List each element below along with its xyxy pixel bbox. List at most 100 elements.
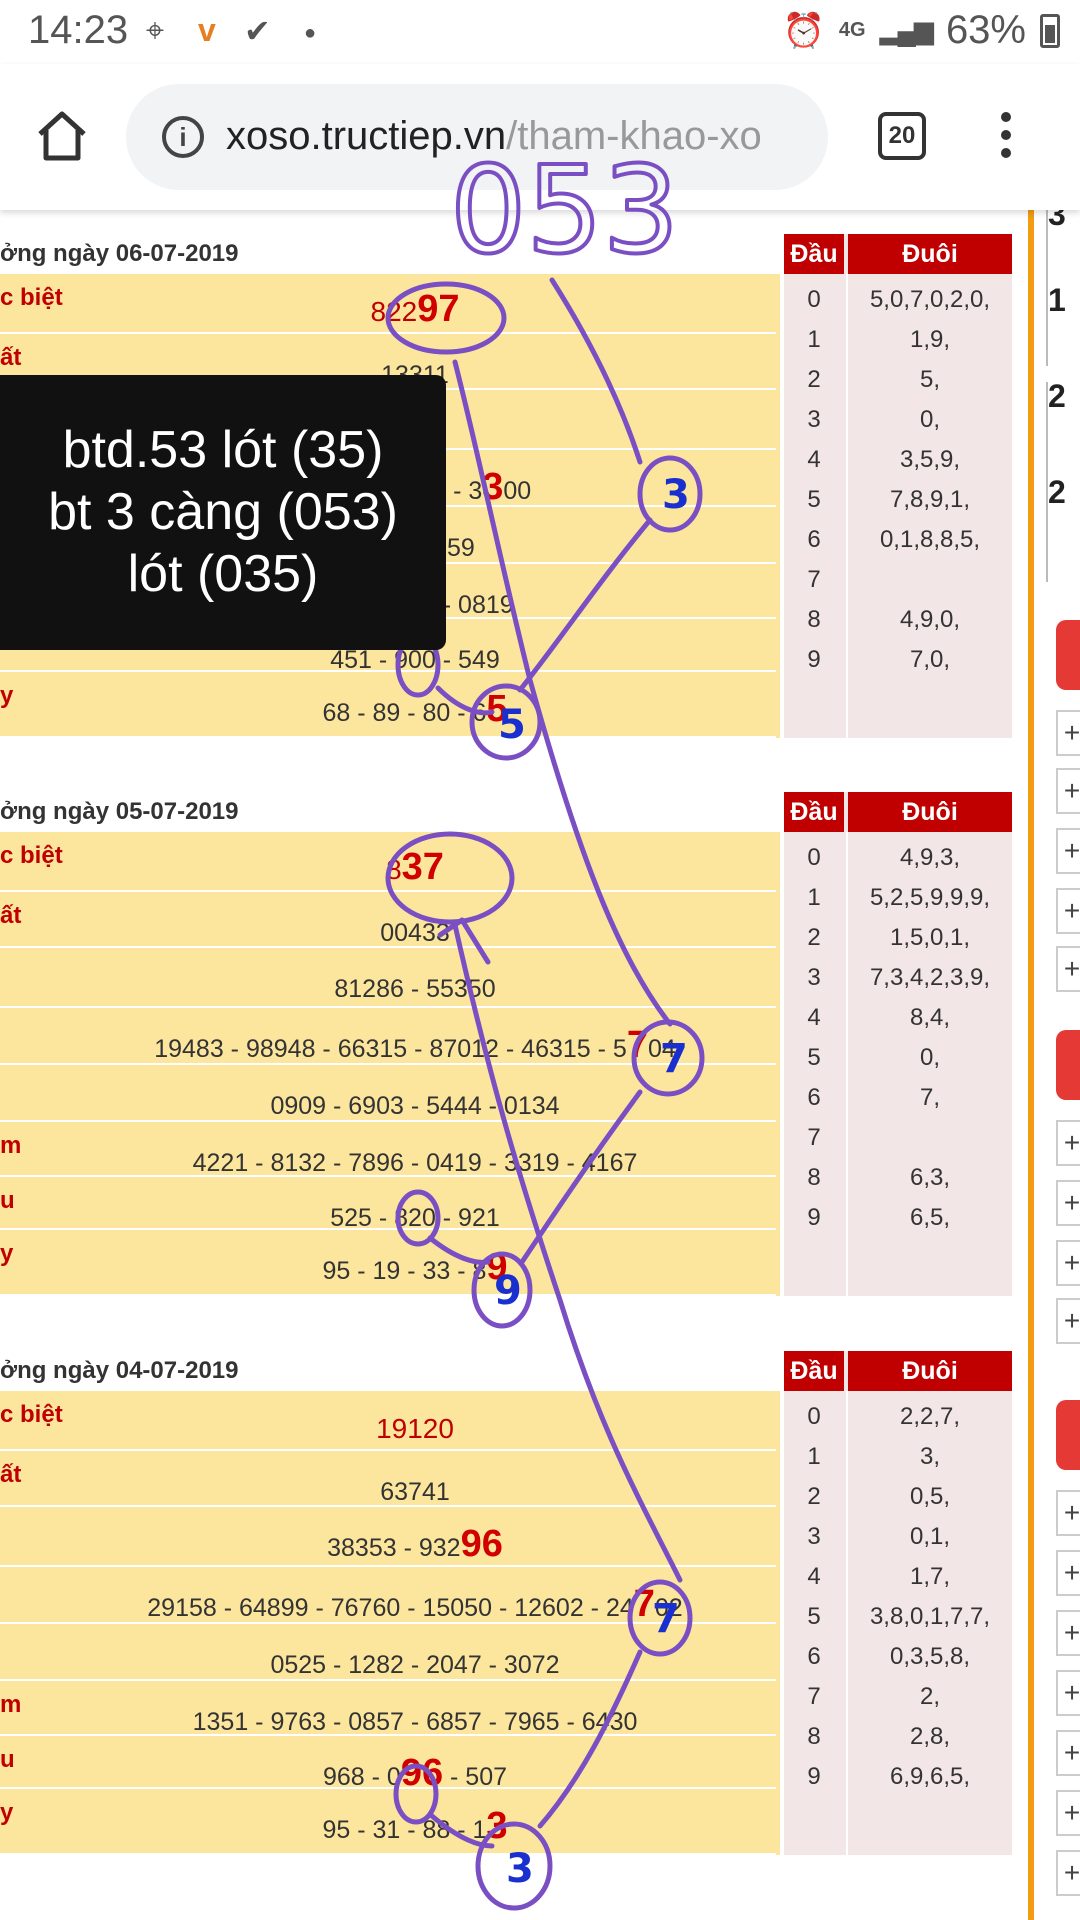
dau-digit: 8 — [807, 606, 821, 633]
expand-plus-button[interactable]: + — [1056, 1730, 1080, 1776]
expand-plus-button[interactable]: + — [1056, 1670, 1080, 1716]
prize-value-post: - 507 — [443, 1763, 508, 1791]
prize-label: ất — [0, 344, 22, 371]
prize-value: 00433 — [110, 908, 720, 951]
expand-plus-button[interactable]: + — [1056, 1550, 1080, 1596]
dau-digit: 9 — [807, 1204, 821, 1231]
dau-digit: 8 — [807, 1164, 821, 1191]
column-divider — [846, 1391, 848, 1855]
prize-label: m — [0, 1691, 22, 1718]
dau-duoi-row: 3 0, — [784, 400, 1012, 440]
home-icon[interactable] — [34, 108, 90, 164]
prize-value-big: 96 — [400, 1752, 444, 1794]
duoi-values: 0,5, — [909, 1483, 951, 1510]
expand-plus-button[interactable]: + — [1056, 1790, 1080, 1836]
expand-plus-button[interactable]: + — [1056, 1240, 1080, 1286]
prize-label: y — [0, 682, 14, 709]
prize-value-big: 96 — [460, 1523, 503, 1565]
duoi-values: 1,7, — [909, 1563, 951, 1590]
expand-plus-button[interactable]: + — [1056, 946, 1080, 992]
expand-plus-button[interactable]: + — [1056, 1120, 1080, 1166]
sidebar-red-tab[interactable] — [1056, 1400, 1080, 1470]
expand-plus-button[interactable]: + — [1056, 1490, 1080, 1536]
prize-label: y — [0, 1799, 14, 1826]
note-line: bt 3 càng (053) — [48, 483, 398, 541]
expand-plus-button[interactable]: + — [1056, 888, 1080, 934]
prize-row: c biệt 82297 — [0, 274, 776, 334]
prize-value-pre: 0525 - 1282 - 2047 - 3072 — [270, 1651, 560, 1679]
battery-icon — [1040, 13, 1060, 48]
dau-duoi-row: 1 3, — [784, 1437, 1012, 1477]
prize-row: ất 63741 — [0, 1451, 776, 1507]
battery-text: 63% — [945, 8, 1026, 52]
sidebar-number: 1 — [1048, 282, 1066, 318]
duoi-values: 2, — [919, 1683, 940, 1710]
sidebar-red-tab[interactable] — [1056, 1030, 1080, 1100]
url-text[interactable]: xoso.tructiep.vn/tham-khao-xo — [226, 114, 762, 159]
address-bar[interactable]: i xoso.tructiep.vn/tham-khao-xo — [126, 84, 828, 190]
network-icon: 4G — [838, 19, 866, 41]
prize-row: 19483 - 98948 - 66315 - 87012 - 46315 - … — [0, 1008, 776, 1066]
prize-row: c biệt 19120 — [0, 1391, 776, 1451]
dau-digit: 5 — [807, 1044, 821, 1071]
dau-digit: 4 — [807, 1563, 821, 1590]
dau-duoi-row: 7 2, — [784, 1677, 1012, 1717]
status-time: 14:23 — [28, 8, 129, 52]
prize-value-big: 5 — [486, 688, 508, 730]
prize-value: 82297 — [110, 288, 720, 331]
dau-digit: 6 — [807, 526, 821, 553]
expand-plus-button[interactable]: + — [1056, 1610, 1080, 1656]
prize-label: c biệt — [0, 1401, 63, 1428]
duoi-values: 7,8,9,1, — [889, 486, 971, 513]
expand-plus-button[interactable]: + — [1056, 1298, 1080, 1344]
browser-toolbar: i xoso.tructiep.vn/tham-khao-xo 20 — [0, 64, 1080, 210]
prize-label: m — [0, 1132, 22, 1159]
dau-duoi-row: 9 6,5, — [784, 1198, 1012, 1238]
expand-plus-button[interactable]: + — [1056, 710, 1080, 756]
expand-plus-button[interactable]: + — [1056, 1850, 1080, 1896]
dau-digit: 1 — [807, 884, 821, 911]
prize-value-post: 00 — [503, 477, 532, 505]
prize-value-pre: 1351 - 9763 - 0857 - 6857 - 7965 - 6430 — [192, 1708, 638, 1736]
duoi-values: 4,9,3, — [899, 844, 961, 871]
dau-duoi-row: 3 0,1, — [784, 1517, 1012, 1557]
duoi-values: 0,1,8,8,5, — [879, 526, 981, 553]
sidebar-red-tab[interactable] — [1056, 620, 1080, 690]
expand-plus-button[interactable]: + — [1056, 1180, 1080, 1226]
prize-row: y 95 - 19 - 33 - 89 — [0, 1230, 776, 1296]
prize-label: c biệt — [0, 842, 63, 869]
duoi-values: 0,1, — [909, 1523, 951, 1550]
dau-duoi-row: 2 0,5, — [784, 1477, 1012, 1517]
info-icon[interactable]: i — [162, 116, 204, 158]
dau-duoi-row: 4 8,4, — [784, 998, 1012, 1038]
prize-row: c biệt 837 — [0, 832, 776, 892]
prize-value-big: 9 — [486, 1246, 508, 1288]
day-title: ởng ngày 05-07-2019 — [0, 798, 239, 825]
dau-duoi-row: 8 6,3, — [784, 1158, 1012, 1198]
status-bar: 14:23 ⌖ v ✔ ● ⏰ 4G ▂▄▆ 63% — [0, 0, 1080, 64]
prize-value-big: 7 — [633, 1583, 655, 1625]
expand-plus-button[interactable]: + — [1056, 768, 1080, 814]
prize-value: 95 - 31 - 88 - 13 — [110, 1805, 720, 1848]
dau-duoi-row: 9 6,9,6,5, — [784, 1757, 1012, 1797]
menu-icon[interactable] — [996, 112, 1016, 168]
dau-duoi-row: 0 5,0,7,0,2,0, — [784, 280, 1012, 320]
dau-header: Đầu — [784, 234, 844, 274]
prize-row: 38353 - 93296 — [0, 1507, 776, 1567]
dau-duoi-row: 0 2,2,7, — [784, 1397, 1012, 1437]
sidebar-widget — [1046, 210, 1080, 366]
dot-icon: ● — [304, 22, 317, 44]
prize-row: y 68 - 89 - 80 - 65 — [0, 672, 776, 738]
dau-duoi-table: Đầu Đuôi 0 5,0,7,0,2,0, 1 1,9, 2 5, 3 0, 4 3,5,9, 5 7… — [784, 234, 1012, 738]
prize-value: 81286 - 55350 — [110, 964, 720, 1007]
tab-switcher-button[interactable]: 20 — [878, 112, 926, 160]
dau-duoi-table: Đầu Đuôi 0 2,2,7, 1 3, 2 0,5, 3 0,1, 4 1,7, 5 3,8,0,1… — [784, 1351, 1012, 1855]
dau-digit: 5 — [807, 486, 821, 513]
prize-value-pre: 68 - 89 - 80 - 6 — [322, 699, 487, 727]
prize-row: 29158 - 64899 - 76760 - 15050 - 12602 - … — [0, 1567, 776, 1625]
expand-plus-button[interactable]: + — [1056, 828, 1080, 874]
prize-label: u — [0, 1187, 15, 1214]
dau-duoi-row: 1 5,2,5,9,9,9, — [784, 878, 1012, 918]
dau-duoi-row: 7 — [784, 560, 1012, 600]
duoi-values: 3,8,0,1,7,7, — [869, 1603, 991, 1630]
